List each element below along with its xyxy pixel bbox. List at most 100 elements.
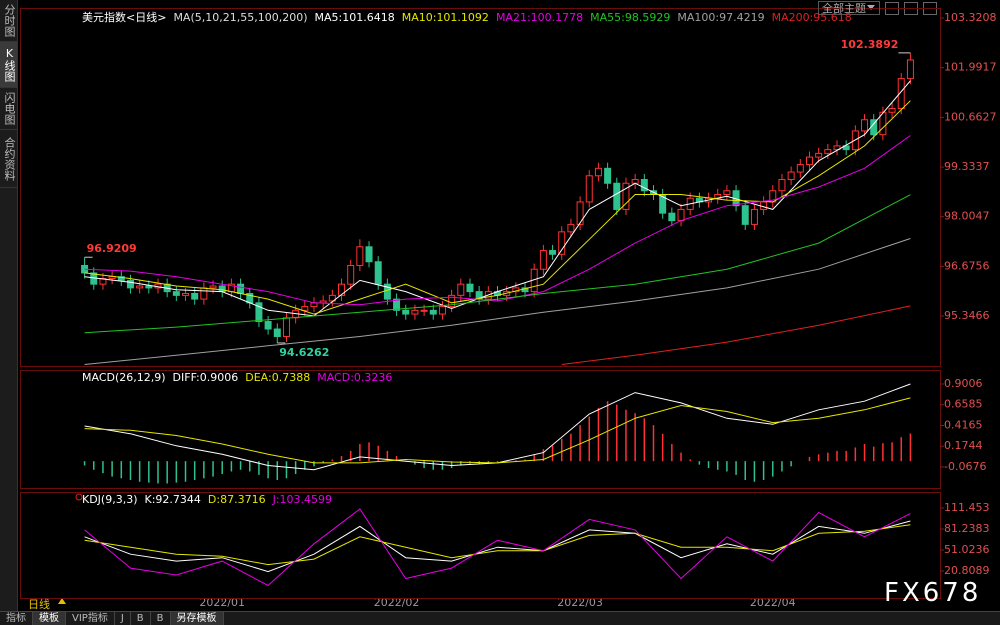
candle-body [402, 309, 410, 315]
candle-body [411, 309, 419, 315]
candle-body [640, 179, 648, 192]
dropdown-arrow [867, 5, 875, 10]
candle-body [264, 321, 272, 330]
series-line [84, 524, 911, 566]
y-tick-label: 100.6627 [944, 110, 997, 123]
candle-body [200, 287, 208, 300]
legend-entry: MACD:0.3236 [317, 371, 393, 384]
period-label[interactable]: 日线 [28, 598, 50, 611]
candle-body [741, 205, 749, 225]
annotation: 94.6262 [279, 346, 329, 359]
footer-tab[interactable]: VIP指标 [66, 612, 115, 625]
chart: 95.3466 96.6756 98.0047 99.3337 100.6627 101.… [20, 2, 997, 609]
candle-body [879, 111, 887, 136]
panel-header: KDJ(9,3,3) K:92.7344 D:87.3716 J:103.4599 [82, 493, 339, 506]
panel-border [20, 492, 941, 599]
candle-body [906, 59, 914, 80]
candle-body [466, 283, 474, 293]
legend-entry: K:92.7344 [144, 493, 201, 506]
footer-tab[interactable]: 指标 [0, 612, 33, 625]
footer-tab[interactable]: B [131, 612, 151, 625]
candle-body [457, 283, 465, 296]
y-tick-label: 0.6585 [944, 398, 983, 411]
indicator-name: MA(5,10,21,55,100,200) [173, 11, 308, 24]
candle-body [310, 302, 318, 308]
candle-body [787, 171, 795, 181]
series-line [84, 508, 911, 587]
y-tick-label: 98.0047 [944, 210, 990, 223]
footer-bar: 指标 模板 VIP指标 J B B 另存模板 [0, 611, 1000, 625]
y-tick-label: 99.3337 [944, 160, 990, 173]
series-line [84, 80, 911, 317]
y-tick-label: 81.2383 [944, 522, 990, 535]
x-tick-label: 2022/03 [557, 596, 603, 609]
candle-body [438, 306, 446, 315]
watermark: FX678 [884, 578, 982, 608]
candle-body [126, 279, 134, 289]
sidebar: 分时图 K线图 闪电图 合约资料 [0, 0, 18, 611]
series-line [84, 194, 911, 334]
candle-body [237, 283, 245, 295]
candle-body [301, 306, 309, 311]
candle-body [824, 149, 832, 154]
series-line [561, 305, 911, 365]
y-tick-label: 0.1744 [944, 439, 983, 452]
footer-tab[interactable]: 模板 [33, 612, 66, 625]
candle-body [328, 294, 336, 302]
series-line [84, 238, 911, 365]
candle-body [604, 167, 612, 184]
legend-entry: MA200:95.618 [771, 11, 852, 24]
series-line [84, 135, 911, 306]
candle-body [861, 119, 869, 132]
period-arrow [58, 598, 66, 604]
sidebar-tab[interactable]: 合约资料 [0, 130, 17, 188]
legend-entry: MA21:100.1778 [495, 11, 584, 24]
panel-header: 美元指数<日线> MA(5,10,21,55,100,200) MA5:101.64… [82, 9, 859, 25]
footer-tab[interactable]: B [151, 612, 171, 625]
candle-body [558, 231, 566, 255]
sidebar-tab[interactable]: K线图 [0, 42, 17, 88]
footer-tab[interactable]: J [115, 612, 131, 625]
candle-body [117, 276, 125, 281]
legend-entry: MA55:98.5929 [590, 11, 671, 24]
candle-body [136, 285, 144, 289]
x-tick-label: 2022/01 [199, 596, 245, 609]
panel-title: MACD(26,12,9) [82, 371, 166, 384]
candle-body [273, 328, 281, 337]
candle-body [429, 309, 437, 315]
candle-body [420, 309, 428, 312]
legend-entry: MA5:101.6418 [314, 11, 395, 24]
candle-body [888, 108, 896, 113]
candle-body [365, 246, 373, 263]
footer-tab[interactable]: 另存模板 [170, 612, 224, 625]
candle-body [833, 145, 841, 151]
sidebar-tab[interactable]: 分时图 [0, 0, 17, 42]
y-tick-label: 0.9006 [944, 377, 983, 390]
panel-title: KDJ(9,3,3) [82, 493, 138, 506]
series-line [84, 520, 911, 573]
y-tick-label: 20.8089 [944, 564, 990, 577]
candle-body [218, 285, 226, 293]
series-line [84, 100, 911, 315]
y-tick-label: 51.0236 [944, 543, 990, 556]
x-tick-label: 2022/02 [374, 596, 420, 609]
sidebar-tab[interactable]: 闪电图 [0, 88, 17, 130]
candle-body [805, 156, 813, 166]
candle-body [631, 179, 639, 184]
panel-title: 美元指数<日线> [82, 11, 167, 24]
candle-body [347, 264, 355, 285]
candle-body [815, 152, 823, 158]
candle-body [897, 78, 905, 110]
y-tick-label: 103.3208 [944, 11, 997, 24]
theme-menu[interactable]: 全部主题 [818, 1, 880, 15]
y-tick-label: 101.9917 [944, 61, 997, 74]
candle-body [356, 246, 364, 266]
candle-body [172, 291, 180, 296]
candle-body [677, 208, 685, 222]
candle-body [255, 302, 263, 323]
annotation: 96.9209 [87, 242, 137, 255]
legend-entry: MA10:101.1092 [401, 11, 489, 24]
candle-body [145, 285, 153, 289]
panel-border [20, 370, 941, 489]
